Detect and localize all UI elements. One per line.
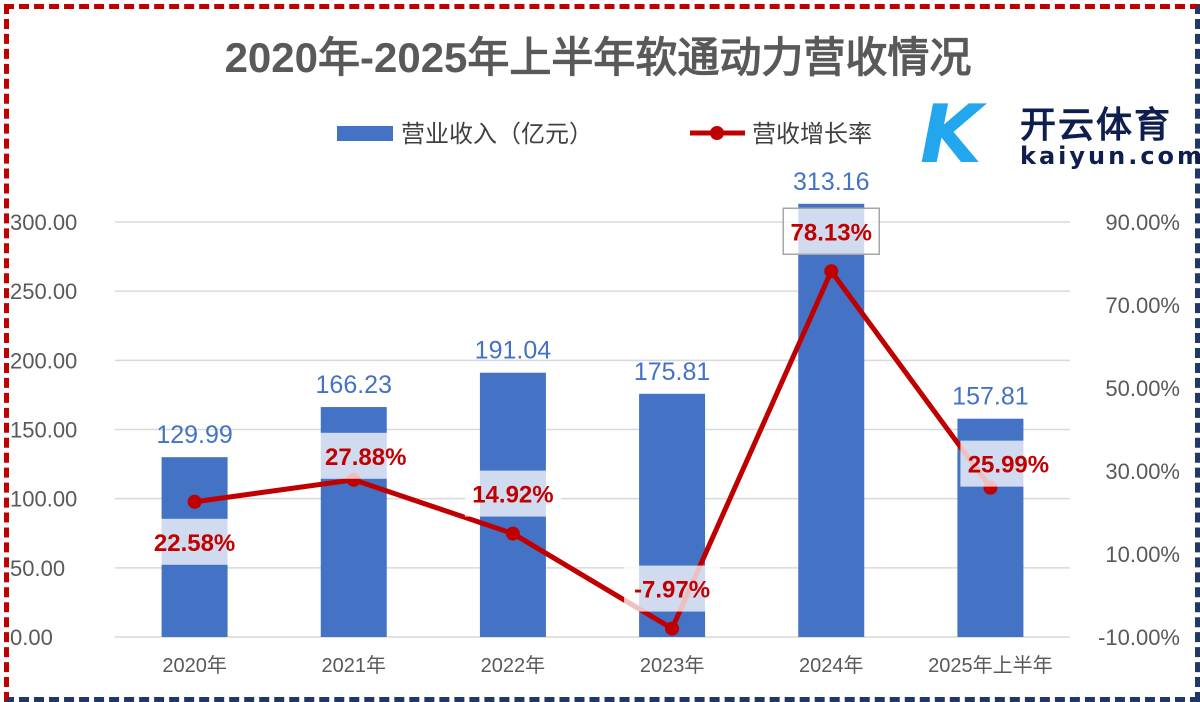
line-marker (187, 494, 202, 509)
legend-bar-label: 营业收入（亿元） (401, 121, 593, 148)
left-axis-tick: 250.00 (10, 279, 77, 304)
left-axis-tick: 0.00 (10, 625, 53, 650)
bar-value-label: 166.23 (316, 371, 392, 399)
x-axis-tick: 2024年 (799, 654, 864, 677)
line-label-background (464, 470, 561, 517)
left-axis-tick: 200.00 (10, 348, 77, 373)
line-value-label: 22.58% (154, 530, 235, 557)
chart-border (4, 4, 1200, 702)
line-marker (505, 526, 520, 541)
left-axis-tick: 100.00 (10, 487, 77, 512)
line-value-label: 25.99% (968, 452, 1049, 479)
line-value-label: 27.88% (325, 444, 406, 471)
chart-title: 2020年-2025年上半年软通动力营收情况 (225, 34, 972, 81)
right-axis-tick: 10.00% (1105, 542, 1180, 567)
legend-line-marker (710, 126, 724, 140)
right-axis-tick: 70.00% (1105, 293, 1180, 318)
right-axis-tick: 30.00% (1105, 459, 1180, 484)
right-axis-tick: 90.00% (1105, 210, 1180, 235)
bar-value-label: 157.81 (952, 383, 1028, 411)
line-marker (665, 621, 680, 636)
x-axis-tick: 2020年 (162, 654, 227, 677)
line-label-background (960, 440, 1057, 487)
bar-value-label: 129.99 (156, 421, 232, 449)
growth-line (194, 268, 993, 632)
line-value-label: 14.92% (472, 482, 553, 509)
left-axis-tick: 300.00 (10, 210, 77, 235)
legend-bar-swatch (337, 126, 393, 141)
line-label-background (146, 518, 243, 565)
right-axis-tick: 50.00% (1105, 376, 1180, 401)
legend-line-label: 营收增长率 (752, 121, 872, 148)
line-value-label: -7.97% (634, 577, 710, 604)
right-axis-tick: -10.00% (1098, 625, 1180, 650)
line-label-background (624, 565, 721, 612)
bar-value-label: 191.04 (475, 337, 552, 365)
bar-value-label: 175.81 (634, 358, 710, 386)
line-marker (824, 264, 839, 279)
line-label-background (317, 432, 414, 479)
x-axis-tick: 2022年 (481, 654, 546, 677)
line-value-label: 78.13% (791, 219, 872, 246)
x-axis-tick: 2023年 (640, 654, 705, 677)
left-axis-tick: 50.00 (10, 556, 65, 581)
line-label-background (782, 207, 880, 256)
x-axis-tick: 2025年上半年 (928, 654, 1053, 677)
left-axis-tick: 150.00 (10, 418, 77, 443)
x-axis-tick: 2021年 (322, 654, 387, 677)
bar-value-label: 313.16 (793, 168, 869, 196)
